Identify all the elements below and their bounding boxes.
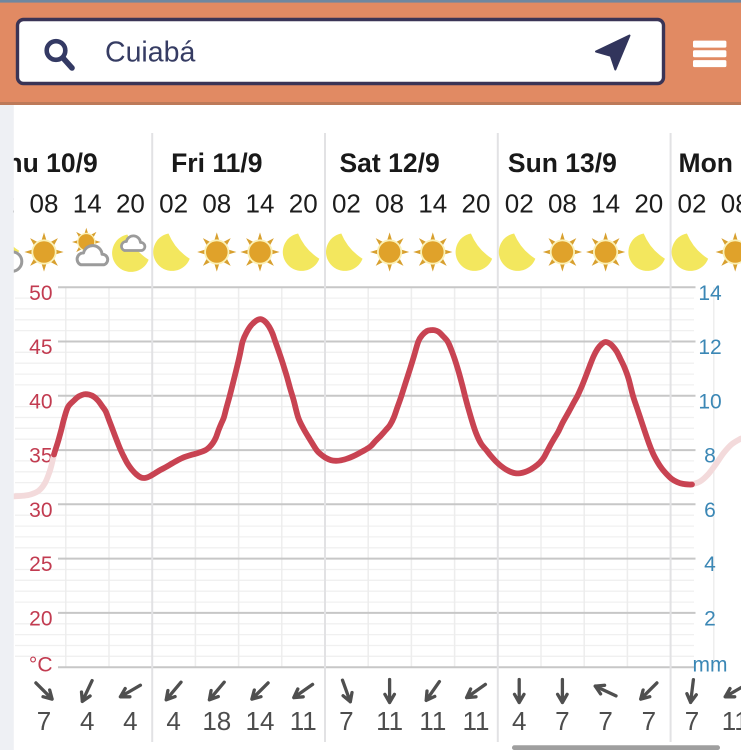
svg-text:mm: mm — [693, 654, 728, 677]
svg-text:Fri 11/9: Fri 11/9 — [171, 148, 262, 178]
svg-text:4: 4 — [704, 553, 716, 576]
svg-text:20: 20 — [289, 189, 318, 219]
svg-text:40: 40 — [29, 390, 52, 413]
svg-text:14: 14 — [73, 189, 102, 219]
svg-text:11: 11 — [722, 706, 741, 736]
svg-text:08: 08 — [721, 189, 741, 219]
svg-text:2: 2 — [704, 608, 716, 631]
svg-text:08: 08 — [202, 189, 231, 219]
svg-text:7: 7 — [339, 706, 353, 736]
svg-text:20: 20 — [634, 189, 663, 219]
svg-text:12: 12 — [698, 336, 721, 359]
svg-text:6: 6 — [704, 499, 716, 522]
svg-text:4: 4 — [166, 706, 180, 736]
svg-text:18: 18 — [202, 706, 231, 736]
svg-text:°C: °C — [29, 654, 53, 677]
svg-text:Mon 14/9: Mon 14/9 — [679, 148, 741, 178]
svg-text:25: 25 — [29, 553, 52, 576]
svg-text:08: 08 — [30, 189, 59, 219]
svg-text:11: 11 — [419, 706, 446, 736]
svg-text:14: 14 — [246, 189, 275, 219]
svg-text:11: 11 — [290, 706, 317, 736]
svg-text:14: 14 — [591, 189, 620, 219]
svg-text:14: 14 — [246, 706, 275, 736]
svg-text:7: 7 — [555, 706, 569, 736]
svg-text:08: 08 — [548, 189, 577, 219]
svg-text:14: 14 — [418, 189, 447, 219]
svg-text:7: 7 — [598, 706, 612, 736]
svg-text:Cuiabá: Cuiabá — [105, 37, 195, 69]
svg-text:08: 08 — [375, 189, 404, 219]
svg-text:14: 14 — [698, 282, 722, 305]
svg-text:4: 4 — [80, 706, 94, 736]
svg-text:Sun 13/9: Sun 13/9 — [508, 148, 617, 178]
svg-text:02: 02 — [505, 189, 534, 219]
svg-text:11: 11 — [463, 706, 490, 736]
svg-text:10: 10 — [698, 390, 721, 413]
svg-text:11: 11 — [376, 706, 403, 736]
svg-text:02: 02 — [332, 189, 361, 219]
svg-text:4: 4 — [123, 706, 137, 736]
svg-text:Thu 10/9: Thu 10/9 — [0, 148, 98, 178]
svg-text:Sat 12/9: Sat 12/9 — [340, 148, 440, 178]
svg-text:50: 50 — [29, 282, 52, 305]
svg-text:20: 20 — [462, 189, 491, 219]
svg-text:4: 4 — [512, 706, 526, 736]
svg-text:20: 20 — [29, 608, 52, 631]
svg-text:35: 35 — [29, 445, 52, 468]
svg-text:02: 02 — [678, 189, 707, 219]
svg-text:7: 7 — [685, 706, 699, 736]
svg-text:45: 45 — [29, 336, 52, 359]
svg-text:30: 30 — [29, 499, 52, 522]
svg-text:7: 7 — [37, 706, 51, 736]
svg-text:02: 02 — [159, 189, 188, 219]
svg-text:8: 8 — [704, 445, 716, 468]
svg-text:20: 20 — [116, 189, 145, 219]
svg-text:7: 7 — [642, 706, 656, 736]
